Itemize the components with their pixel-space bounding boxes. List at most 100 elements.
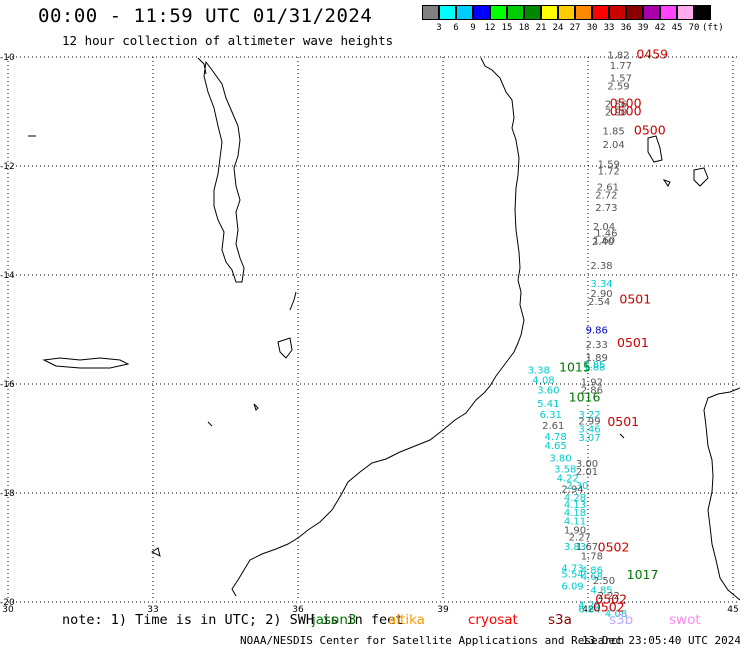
river-segment xyxy=(289,291,297,311)
swh-value-label: 1.77 xyxy=(610,61,632,72)
island-dot xyxy=(253,403,259,411)
swh-value-label: 2.90 xyxy=(605,108,627,119)
legend-label: 15 xyxy=(501,23,513,33)
swh-value-label: 2.01 xyxy=(576,467,598,478)
swh-value-label: 1.72 xyxy=(598,166,620,177)
lake-shoreline-west xyxy=(42,357,130,369)
swh-value-label: 2.86 xyxy=(581,385,603,396)
pass-time-label: 1017 xyxy=(627,567,659,582)
swh-value-label: 4.78 xyxy=(545,432,567,443)
satellite-legend-item: swot xyxy=(669,612,701,628)
pass-time-label: 0502 xyxy=(598,540,630,555)
swh-value-label: 3.34 xyxy=(590,279,612,290)
swh-value-label: 5.54 xyxy=(561,570,583,581)
swh-value-label: 2.54 xyxy=(588,297,610,308)
swh-value-label: 3.83 xyxy=(564,542,586,553)
swh-value-label: 2.50 xyxy=(593,576,615,587)
lon-tick-label: 39 xyxy=(437,605,449,615)
legend-label: 27 xyxy=(569,23,581,33)
swh-value-label: 2.94 xyxy=(561,485,583,496)
satellite-legend-item: altika xyxy=(388,612,425,628)
swh-value-label: 2.90 xyxy=(590,289,612,300)
swh-value-label: 1.88 xyxy=(583,363,605,374)
satellite-legend-item: s3a xyxy=(548,612,572,628)
swh-value-label: 1.85 xyxy=(603,127,625,138)
swh-value-label: 2.72 xyxy=(595,190,617,201)
swh-value-label: 4.28 xyxy=(578,601,600,612)
footer-note: note: 1) Time is in UTC; 2) SWH is in fe… xyxy=(62,612,404,628)
chart-subtitle: 12 hour collection of altimeter wave hei… xyxy=(62,33,394,48)
legend-label: 12 xyxy=(484,23,496,33)
swh-value-label: 4.18 xyxy=(564,508,586,519)
legend-swatch xyxy=(490,5,507,20)
swh-value-label: 3.00 xyxy=(576,459,598,470)
legend-swatch xyxy=(558,5,575,20)
legend-label: 42 xyxy=(654,23,666,33)
legend-swatch xyxy=(609,5,626,20)
satellite-legend-item: jason3 xyxy=(312,612,357,628)
credit-line: NOAA/NESDIS Center for Satellite Applica… xyxy=(240,634,625,647)
legend-label: 45 xyxy=(671,23,683,33)
swh-value-label: 3.80 xyxy=(549,454,571,465)
swh-value-label: 3.22 xyxy=(578,410,600,421)
lon-tick-label: 33 xyxy=(147,605,158,615)
pass-time-label: 0459 xyxy=(636,46,668,61)
island-dot xyxy=(151,547,161,557)
swh-value-label: 4.28 xyxy=(564,493,586,504)
swh-value-label: 2.86 xyxy=(605,99,627,110)
swh-value-label: 4.22 xyxy=(557,474,579,485)
graticule-grid: 30 33 36 39 42 45 -10 -12 -14 -16 -18 -20 xyxy=(0,53,740,615)
legend-swatch xyxy=(541,5,558,20)
lake-shoreline xyxy=(197,57,207,75)
swh-value-label: 1.90 xyxy=(564,526,586,537)
pass-time-label: 0500 xyxy=(634,123,666,138)
swh-value-label: 1.78 xyxy=(581,552,603,563)
legend-swatch xyxy=(592,5,609,20)
legend-swatch xyxy=(677,5,694,20)
swh-value-label: 3.46 xyxy=(578,425,600,436)
legend-swatch xyxy=(626,5,643,20)
swh-value-label: 1.60 xyxy=(593,236,615,247)
legend-label: 21 xyxy=(535,23,547,33)
swh-value-label: 6.09 xyxy=(561,582,583,593)
swh-value-label: 4.08 xyxy=(605,609,627,620)
legend-swatch xyxy=(456,5,473,20)
legend-unit: (ft) xyxy=(702,23,724,33)
altimeter-points: 1.821.771.572.592.862.901.852.041.591.72… xyxy=(528,46,669,620)
swh-value-label: 2.73 xyxy=(595,203,617,214)
swh-value-label: 1.67 xyxy=(576,542,598,553)
lake-malawi-outline xyxy=(203,60,245,283)
swh-value-label: 1.57 xyxy=(610,74,632,85)
pass-time-label: 0500 xyxy=(610,95,642,110)
swh-value-label: 4.68 xyxy=(581,572,603,583)
lon-tick-label: 42 xyxy=(582,605,593,615)
swh-value-label: 2.04 xyxy=(593,222,615,233)
legend-swatch xyxy=(643,5,660,20)
swh-value-label: 1.85 xyxy=(583,360,605,371)
legend-label: 6 xyxy=(453,23,459,33)
lon-tick-label: 36 xyxy=(292,605,304,615)
swh-value-label: 2.27 xyxy=(569,533,591,544)
lat-tick-label: -10 xyxy=(0,53,15,63)
legend-swatch xyxy=(439,5,456,20)
swh-value-label: 2.33 xyxy=(586,340,608,351)
pass-time-label: 0502 xyxy=(593,599,625,614)
legend-label: 30 xyxy=(586,23,598,33)
swh-value-label: 4.73 xyxy=(561,564,583,575)
swh-value-label: 2.61 xyxy=(542,421,564,432)
swh-value-label: 2.38 xyxy=(590,261,612,272)
legend-label: 18 xyxy=(518,23,530,33)
pass-time-label: 1016 xyxy=(569,390,601,405)
legend-label: 9 xyxy=(470,23,476,33)
pass-time-label: 0500 xyxy=(610,104,642,119)
satellite-legend-item: cryosat xyxy=(468,612,518,628)
legend-label: 24 xyxy=(552,23,564,33)
legend-swatch xyxy=(473,5,490,20)
swh-value-label: 4.65 xyxy=(545,441,567,452)
swh-value-label: 4.13 xyxy=(564,500,586,511)
comoros-island-small xyxy=(693,167,709,187)
swh-value-label: 4.86 xyxy=(581,565,603,576)
lat-tick-label: -16 xyxy=(0,380,15,390)
swh-value-label: 3.58 xyxy=(554,464,576,475)
